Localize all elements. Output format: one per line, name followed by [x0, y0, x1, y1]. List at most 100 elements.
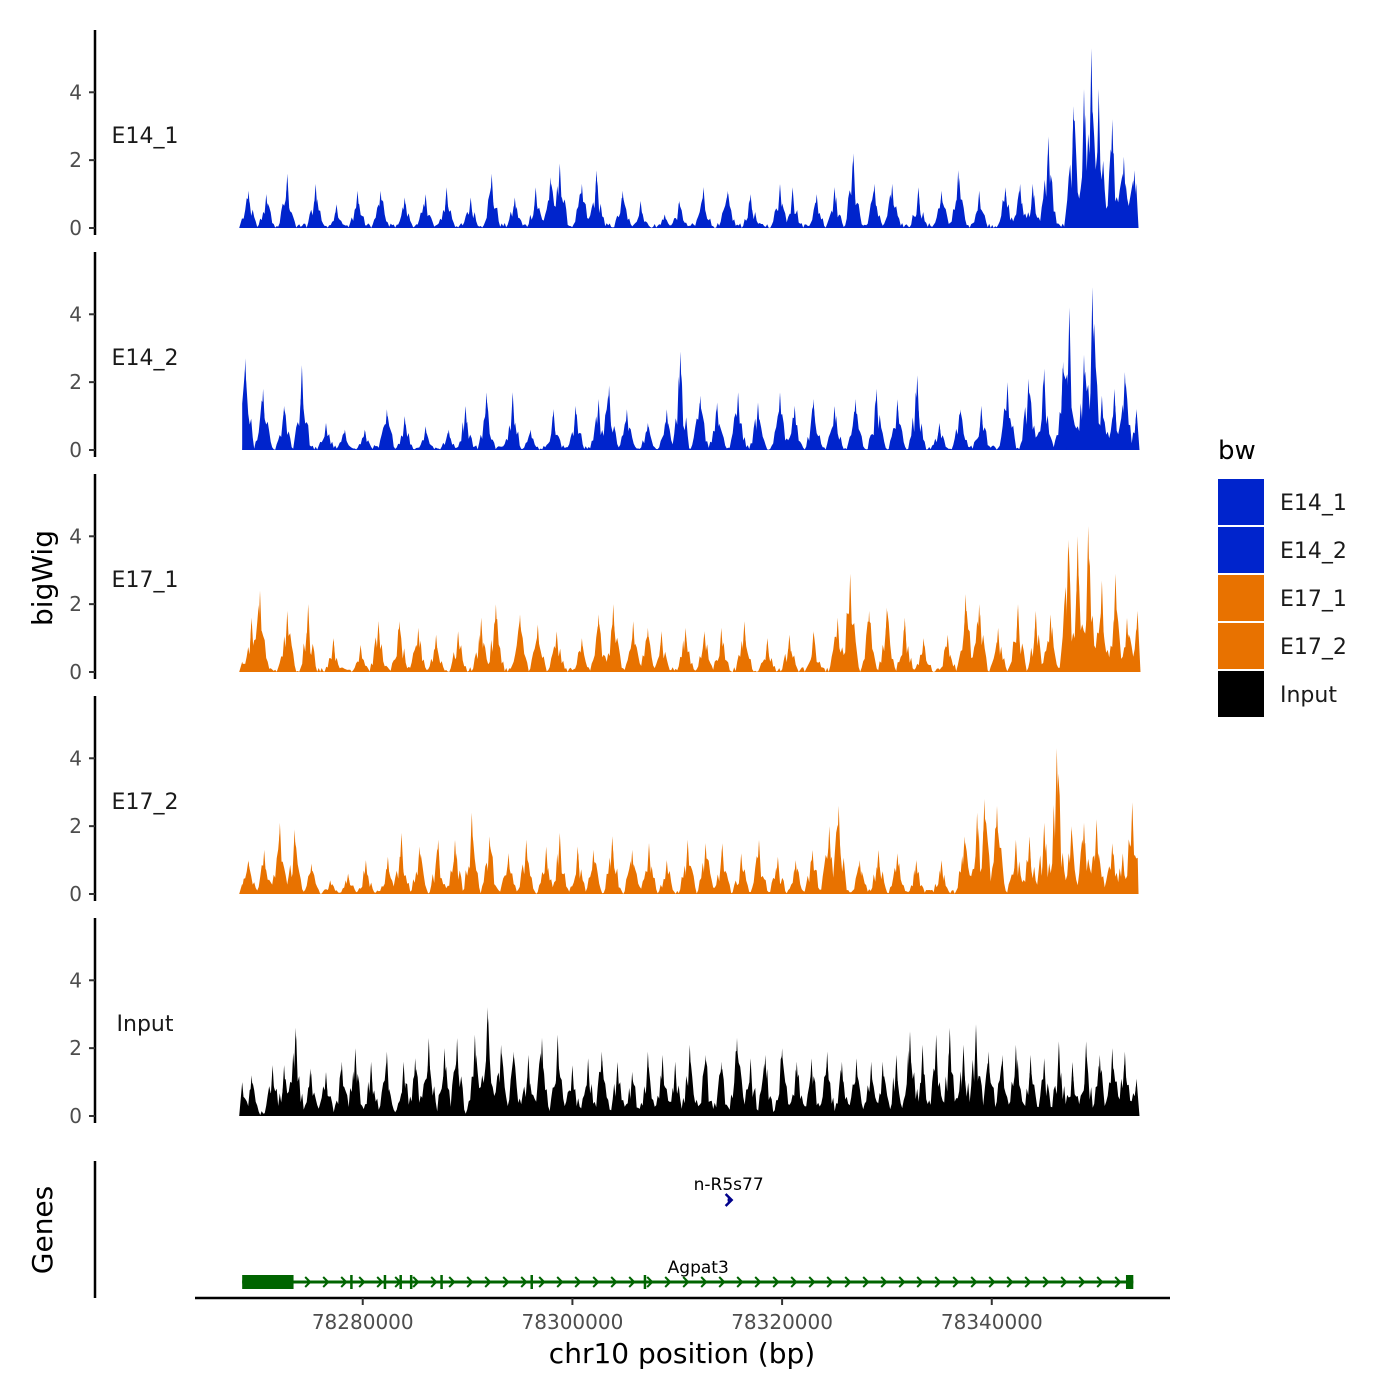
coverage-peak [384, 856, 391, 894]
strand-arrow [952, 1276, 960, 1288]
coverage-peak [345, 873, 352, 894]
coverage-peak [614, 1061, 621, 1116]
coverage-peak [913, 860, 920, 894]
coverage-peak [593, 170, 600, 228]
track-label: E14_1 [112, 124, 179, 149]
coverage-peak [543, 846, 550, 894]
coverage-peak [1074, 536, 1081, 672]
coverage-peak [629, 849, 636, 894]
coverage-peak [962, 594, 969, 672]
coverage-peak [1070, 105, 1077, 228]
coverage-peak [677, 351, 684, 450]
strand-arrow [898, 1276, 906, 1288]
coverage-peak [868, 1061, 875, 1116]
coverage-peak [510, 1051, 517, 1116]
coverage-peak [871, 183, 878, 228]
legend-label: E17_2 [1280, 635, 1347, 660]
coverage-peak [412, 1058, 419, 1116]
coverage-peak [361, 429, 368, 450]
coverage-peak [1111, 388, 1118, 450]
y-tick-label: 4 [69, 524, 82, 548]
coverage-peak [401, 416, 408, 450]
coverage-peak [974, 812, 981, 894]
coverage-peak [276, 822, 283, 894]
legend-swatch [1218, 479, 1264, 525]
coverage-peak [1012, 1044, 1019, 1116]
y-tick-label: 4 [69, 302, 82, 326]
coverage-peak [1133, 409, 1140, 450]
coverage-peak [853, 1058, 860, 1116]
coverage-peak [488, 173, 495, 228]
coverage-peak [377, 190, 384, 228]
coverage-peak [1093, 819, 1100, 894]
coverage-peak [263, 194, 270, 228]
coverage-peak [1081, 355, 1087, 450]
coverage-peak [1109, 1048, 1116, 1116]
gene-exon [530, 1275, 533, 1289]
strand-arrow [844, 1276, 852, 1288]
gene-exon [242, 1275, 294, 1289]
coverage-peak [486, 836, 493, 894]
track-area [239, 526, 1141, 672]
coverage-peak [396, 621, 403, 672]
coverage-peak [1112, 573, 1119, 672]
legend-swatch [1218, 527, 1264, 573]
coverage-peak [445, 429, 452, 450]
coverage-peak [609, 836, 616, 894]
coverage-peak [741, 621, 748, 672]
coverage-peak [330, 638, 337, 672]
y-tick-label: 4 [69, 80, 82, 104]
y-tick-label: 0 [69, 660, 82, 684]
coverage-peak [738, 853, 745, 894]
coverage-area [242, 323, 1139, 450]
coverage-peak [248, 617, 255, 672]
coverage-peak [269, 1065, 276, 1116]
coverage-peak [1027, 1054, 1034, 1116]
coverage-peak [401, 197, 408, 228]
coverage-peak [1095, 88, 1102, 229]
coverage-peak [779, 1048, 786, 1116]
coverage-peak [468, 812, 475, 894]
coverage-peak [291, 829, 298, 894]
legend-item-input: Input [1218, 671, 1337, 717]
coverage-peak [735, 392, 742, 450]
legend-item-e17-1: E17_1 [1218, 575, 1347, 621]
coverage-peak [534, 624, 541, 672]
coverage-peak [1109, 119, 1116, 228]
coverage-peak [452, 839, 458, 894]
gene-model: Agpat3 [242, 1258, 1134, 1289]
coverage-peak [415, 627, 422, 672]
coverage-peak [1069, 1061, 1076, 1116]
x-tick-label: 78320000 [731, 1310, 833, 1334]
coverage-peak [933, 1034, 940, 1116]
coverage-peak [1032, 610, 1039, 672]
track-area [239, 1007, 1140, 1116]
coverage-peak [961, 836, 968, 894]
track-panel-e14-1: 0 2 4 E14_1 [69, 30, 1139, 240]
coverage-peak [663, 409, 670, 450]
strand-arrow [1060, 1276, 1068, 1288]
coverage-peak [556, 163, 563, 228]
coverage-peak [425, 1038, 432, 1116]
coverage-peak [774, 856, 781, 894]
coverage-peak [400, 1061, 407, 1116]
coverage-peak [630, 621, 637, 672]
coverage-peak [578, 638, 585, 672]
coverage-peak [938, 190, 945, 228]
coverage-peak [893, 1054, 900, 1116]
coverage-peak [835, 805, 842, 894]
strand-arrow [916, 1276, 924, 1288]
coverage-peak [824, 1051, 831, 1116]
coverage-peak [808, 1058, 815, 1116]
coverage-peak [701, 631, 708, 672]
coverage-peak [462, 405, 469, 450]
coverage-peak [1109, 843, 1116, 894]
strand-arrow [520, 1276, 528, 1288]
legend-item-e14-2: E14_2 [1218, 527, 1347, 573]
coverage-peak [1134, 610, 1141, 672]
coverage-peak [976, 604, 983, 672]
y-tick-label: 4 [69, 968, 82, 992]
y-tick-label: 2 [69, 1036, 82, 1060]
y-tick-label: 2 [69, 592, 82, 616]
